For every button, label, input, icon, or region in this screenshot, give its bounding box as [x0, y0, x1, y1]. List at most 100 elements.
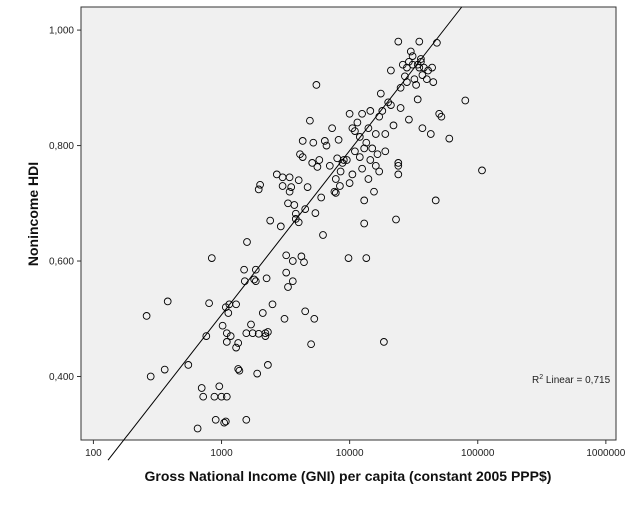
data-point [290, 201, 299, 209]
data-point [433, 38, 441, 47]
data-point [163, 297, 172, 306]
data-point [336, 182, 344, 190]
data-point [373, 150, 382, 159]
data-point [261, 332, 270, 340]
data-point [445, 134, 454, 143]
data-point [378, 107, 387, 115]
data-point [300, 258, 308, 267]
data-point [220, 418, 229, 427]
data-point [322, 141, 331, 150]
data-point [232, 300, 240, 309]
data-point [288, 277, 297, 286]
data-point [276, 222, 285, 231]
fit-line-group [107, 6, 463, 461]
data-point [345, 179, 354, 187]
data-point [348, 170, 357, 179]
data-point [392, 215, 400, 224]
data-point [428, 63, 436, 72]
data-point [330, 187, 339, 196]
fit-line [107, 6, 463, 461]
data-point [418, 124, 427, 133]
data-point [197, 384, 206, 392]
data-point [405, 115, 413, 124]
data-point [412, 81, 420, 89]
data-point [371, 130, 380, 138]
data-point [264, 361, 272, 369]
data-point [251, 265, 260, 274]
data-point [282, 251, 291, 260]
data-point [375, 167, 384, 176]
x-axis-title: Gross National Income (GNI) per capita (… [145, 468, 552, 484]
data-point [396, 104, 405, 112]
data-point [478, 166, 486, 175]
data-point [355, 133, 364, 141]
data-point [284, 283, 292, 291]
data-point [146, 372, 155, 381]
data-point [360, 219, 369, 228]
data-point [360, 196, 369, 205]
data-point [294, 218, 303, 227]
data-point [301, 205, 310, 213]
data-point [256, 180, 264, 189]
data-point [418, 71, 427, 79]
data-point [243, 238, 251, 246]
data-point [415, 37, 424, 46]
data-point [303, 183, 312, 191]
data-point [331, 175, 340, 183]
data-point [325, 161, 334, 170]
data-point [394, 170, 403, 179]
data-point [291, 209, 300, 218]
data-point [376, 89, 385, 98]
data-point [364, 175, 373, 183]
data-point [394, 161, 403, 170]
data-point [308, 159, 317, 167]
y-axis-title: Nonincome HDI [25, 162, 41, 266]
data-point [410, 75, 419, 84]
data-point [413, 95, 422, 104]
data-point [222, 329, 231, 338]
data-point [193, 424, 202, 433]
data-point [242, 415, 251, 424]
data-point [306, 116, 314, 125]
data-point [285, 173, 294, 182]
data-point [364, 124, 373, 133]
data-point [288, 257, 297, 265]
data-point [278, 182, 287, 190]
x-tick-label: 1000 [210, 448, 233, 459]
data-point [301, 307, 310, 316]
data-point [345, 109, 354, 118]
data-point [358, 109, 366, 118]
data-point [394, 37, 403, 46]
data-point [222, 338, 231, 346]
data-point [221, 417, 230, 426]
data-point [406, 47, 415, 56]
data-point [360, 144, 369, 153]
data-point [199, 392, 208, 401]
data-point [254, 185, 263, 194]
data-point [266, 216, 275, 225]
data-point [298, 153, 307, 161]
data-point [429, 78, 438, 86]
data-point [331, 189, 340, 197]
data-point [248, 329, 257, 338]
data-point [366, 107, 375, 115]
data-point [342, 156, 351, 164]
data-point [368, 144, 377, 153]
data-point [426, 130, 435, 138]
data-point [250, 275, 259, 284]
data-point [387, 101, 395, 109]
data-point [437, 112, 446, 121]
data-point [320, 137, 329, 145]
y-tick-label: 1,000 [49, 26, 74, 37]
data-point [362, 254, 371, 262]
data-point [355, 153, 364, 161]
data-point [298, 137, 307, 145]
data-point [287, 183, 296, 191]
y-tick-label: 0,400 [49, 372, 74, 383]
data-point [381, 147, 390, 156]
data-point [336, 167, 345, 176]
data-point [381, 130, 390, 138]
data-points [142, 37, 486, 433]
data-point [353, 118, 362, 127]
